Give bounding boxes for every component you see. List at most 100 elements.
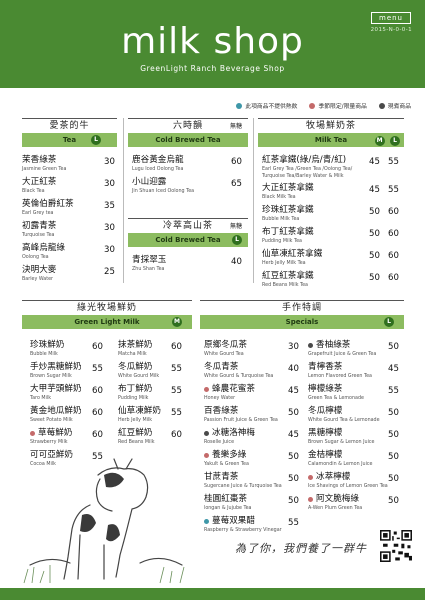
item-price: 50: [388, 474, 399, 484]
item-name-text: 香柚綠茶: [316, 340, 351, 350]
item-price: 60: [231, 157, 242, 167]
item-name: 草莓鮮奶: [30, 428, 110, 439]
item-price: 55: [92, 364, 103, 374]
item-price: 50: [388, 496, 399, 506]
item-en: Green Tea & Lemonade: [308, 396, 364, 401]
list-item: 青採翠玉 Zhu Shan Tea 40: [132, 255, 248, 277]
item-list: 青採翠玉 Zhu Shan Tea 40: [128, 255, 248, 277]
list-item: 桂圓紅棗茶 longan & Jujube Tea 50: [204, 494, 304, 516]
item-price-l: 55: [388, 185, 399, 195]
item-en: Sugercane Juice & Turquoise Tea: [204, 484, 282, 489]
item-name: 黃金地瓜鮮奶: [30, 406, 82, 416]
item-name: 青採翠玉: [132, 255, 167, 265]
item-en: Sweet Potato Milk: [30, 418, 73, 423]
list-item: 原鄉冬瓜茶 White Gourd Tea 30: [204, 340, 304, 362]
item-price: 55: [171, 408, 182, 418]
size-l-badge-icon: L: [232, 235, 242, 245]
cow-illustration: [23, 458, 185, 584]
shop-title: milk shop: [121, 21, 304, 62]
section-bar-label: Green Light Milk: [74, 318, 140, 326]
section-title: 手作特調: [200, 300, 404, 315]
item-price: 45: [388, 364, 399, 374]
item-name: 檸檬綠茶: [308, 384, 343, 394]
item-price-m: 45: [369, 185, 380, 195]
item-name-text: 蜂農花蜜茶: [212, 384, 255, 394]
section-bar-label: Cold Brewed Tea: [155, 136, 221, 144]
specials-list-1: 原鄉冬瓜茶 White Gourd Tea 30 冬瓜青茶 White Gourd &…: [204, 340, 304, 538]
slogan: 為了你，我們養了一群牛: [235, 542, 367, 555]
item-price: 55: [388, 386, 399, 396]
list-item: 甘蔗青茶 Sugercane Juice & Turquoise Tea 50: [204, 472, 304, 494]
item-price: 55: [92, 452, 103, 462]
item-name: 冬瓜鮮奶: [118, 362, 153, 372]
seasonal-dot-icon: [308, 497, 313, 502]
item-name: 高峰烏龍綠: [22, 243, 65, 253]
item-name: 百香綠茶: [204, 406, 239, 416]
list-item: 仙草凍紅茶拿鐵 Herb Jelly Milk Tea 50 60: [262, 249, 404, 271]
specials-list-2: 香柚綠茶 Grapefruit Juice & Green Tea 50 青檸香茶 L…: [308, 340, 404, 516]
seasonal-dot-icon: [30, 431, 35, 436]
item-en: White Gourd Tea & Lemonade: [308, 418, 380, 423]
item-name-text: 阿文脆梅綠: [316, 494, 359, 504]
item-en: Passion Fruit Juice & Green Tea: [204, 418, 278, 423]
item-name: 英倫伯爵紅茶: [22, 199, 74, 209]
item-price: 60: [92, 386, 103, 396]
list-item: 可可亞鮮奶 Cocoa Milk 55: [30, 450, 110, 472]
item-name: 蜂農花蜜茶: [204, 384, 304, 395]
section-bar-label: Milk Tea: [314, 136, 348, 144]
item-en: Brown Sugar & Lemon Juice: [308, 440, 375, 445]
item-en: Ice Shavings of Lemon Green Tea: [308, 484, 388, 489]
list-item: 黑糖檸檬 Brown Sugar & Lemon Juice 50: [308, 428, 404, 450]
item-en: Earl Grey tea: [22, 211, 54, 216]
item-price: 30: [104, 245, 115, 255]
sugar-free-note: 無糖: [229, 123, 242, 130]
item-price-l: 55: [388, 157, 399, 167]
section-title-label: 冷萃高山茶: [162, 221, 213, 231]
item-en: Red Beans Milk Tea: [262, 283, 308, 288]
item-name: 金桔檸檬: [308, 450, 343, 460]
list-item: 紅豆紅茶拿鐵 Red Beans Milk Tea 50 60: [262, 271, 404, 293]
item-price-m: 45: [369, 157, 380, 167]
item-en: Yakult & Green Tea: [204, 462, 249, 467]
item-name: 手炒黑糖鮮奶: [30, 362, 82, 372]
item-en: Brown Sugar Milk: [30, 374, 72, 379]
item-name: 初露青茶: [22, 221, 57, 231]
item-name: 蔓莓双果醋: [204, 516, 304, 527]
list-item: 蜂農花蜜茶 Honey Water 45: [204, 384, 304, 406]
section-title: 六時韻 無糖: [128, 118, 248, 133]
item-name: 阿文脆梅綠: [308, 494, 404, 505]
item-price: 45: [288, 386, 299, 396]
item-name: 青檸香茶: [308, 362, 343, 372]
item-name: 冰糖洛神梅: [204, 428, 304, 439]
item-name: 可可亞鮮奶: [30, 450, 73, 460]
item-name: 冰萃檸檬: [308, 472, 404, 483]
list-item: 大甲芋頭鮮奶 Taro Milk 60: [30, 384, 110, 406]
cold-only-dot-icon: [236, 102, 243, 109]
item-name: 抹茶鮮奶: [118, 340, 153, 350]
item-price: 65: [231, 179, 242, 189]
item-en: Jasmine Green Tea: [22, 167, 67, 172]
item-price: 50: [388, 452, 399, 462]
item-price-m: 50: [369, 273, 380, 283]
list-item: 英倫伯爵紅茶 Earl Grey tea 35: [22, 199, 117, 221]
item-en: Barley Water: [22, 277, 54, 282]
item-en: Raspberry & Strawberry Vinegar: [204, 528, 282, 533]
list-item: 高峰烏龍綠 Oolong Tea 30: [22, 243, 117, 265]
menu-code: 2015-N-0-0-1: [370, 27, 412, 33]
item-price: 30: [104, 157, 115, 167]
item-price-l: 60: [388, 251, 399, 261]
item-name: 決明大麥: [22, 265, 57, 275]
list-item: 手炒黑糖鮮奶 Brown Sugar Milk 55: [30, 362, 110, 384]
legend-item-seasonal: 季節限定/限量商品: [309, 101, 367, 110]
legend-item-no-hot: 此項商品不提供熱飲: [236, 101, 297, 110]
item-en: Grapefruit Juice & Green Tea: [308, 352, 377, 357]
item-name: 桂圓紅棗茶: [204, 494, 247, 504]
list-item: 冬瓜鮮奶 White Gourd Milk 55: [118, 362, 193, 384]
item-en: Zhu Shan Tea: [132, 267, 165, 272]
section-bar: Milk Tea M L: [258, 133, 404, 147]
section-fresh-milk: 綠光牧場鮮奶 Green Light Milk M: [22, 300, 192, 329]
size-l-badge-icon: L: [91, 135, 101, 145]
item-name: 甘蔗青茶: [204, 472, 239, 482]
item-price: 50: [388, 430, 399, 440]
item-name: 大正紅茶拿鐵: [262, 183, 314, 193]
